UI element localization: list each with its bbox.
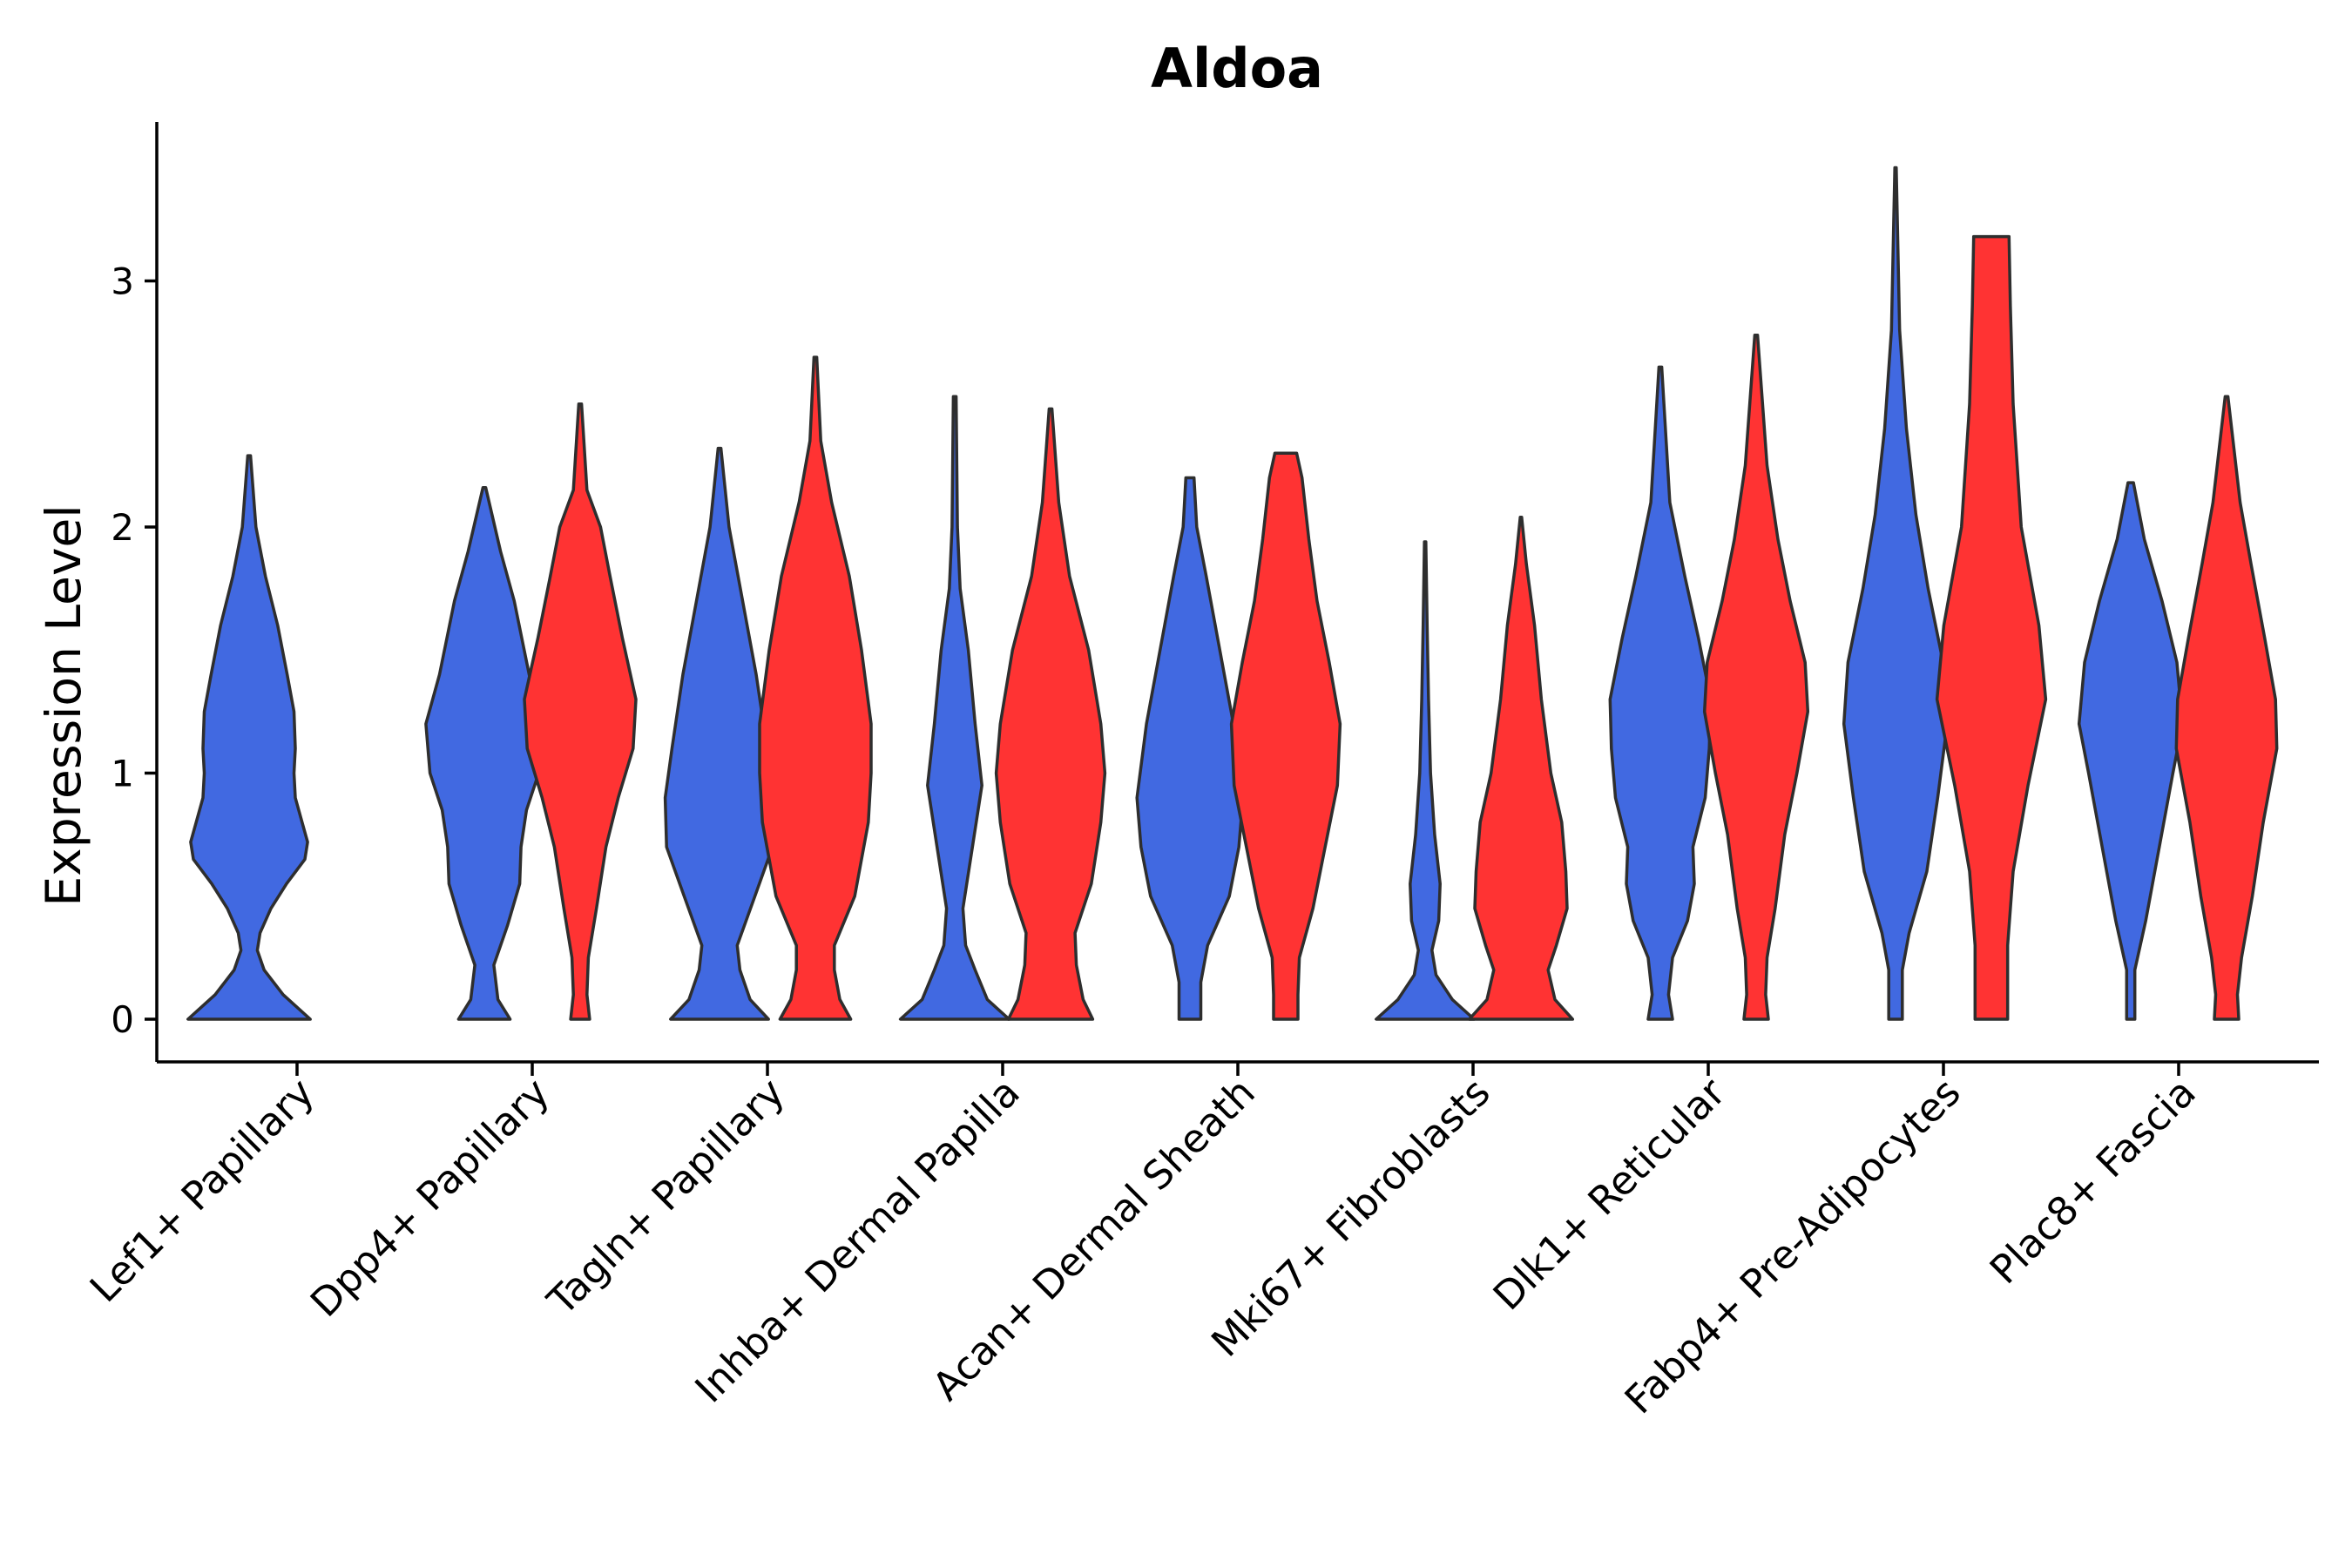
violin-dpp4-papillary-red <box>523 402 638 1021</box>
y-tick-label: 3 <box>111 260 134 303</box>
violin-dlk1-reticular-blue <box>1608 365 1713 1021</box>
violin-acan-dermal-sheath-blue <box>1135 476 1245 1021</box>
violin-mki67-fibroblasts-blue <box>1375 540 1476 1021</box>
violins-layer <box>186 166 2279 1021</box>
violin-lef1-papillary-blue <box>186 454 312 1021</box>
chart-title: Aldoa <box>1151 37 1323 100</box>
violin-fabp4-pre-adipocytes-red <box>1935 234 2048 1021</box>
violin-mki67-fibroblasts-red <box>1467 515 1575 1021</box>
violin-plac8-fascia-red <box>2174 395 2279 1021</box>
violin-inhba-dermal-papilla-blue <box>898 395 1011 1021</box>
y-tick-label: 0 <box>111 998 134 1041</box>
x-tick-label-dlk1-reticular: Dlk1+ Reticular <box>1484 1069 1734 1319</box>
violin-dpp4-papillary-blue <box>424 486 544 1021</box>
violin-acan-dermal-sheath-red <box>1229 451 1342 1021</box>
violin-tagln-papillary-red <box>758 355 873 1021</box>
x-tick-label-dpp4-papillary: Dpp4+ Papillary <box>301 1069 558 1326</box>
y-ticks: 0 1 2 3 <box>111 260 157 1041</box>
violin-fabp4-pre-adipocytes-blue <box>1842 166 1950 1021</box>
y-tick-label: 2 <box>111 506 134 549</box>
y-tick-label: 1 <box>111 753 134 795</box>
x-tick-label-plac8-fascia: Plac8+ Fascia <box>1981 1069 2205 1293</box>
violin-plac8-fascia-blue <box>2077 481 2185 1021</box>
x-tick-label-tagln-papillary: Tagln+ Papillary <box>538 1069 794 1324</box>
violin-tagln-papillary-blue <box>663 446 776 1021</box>
violin-inhba-dermal-papilla-red <box>994 407 1107 1021</box>
y-axis-label: Expression Level <box>36 504 91 906</box>
x-tick-label-lef1-papillary: Lef1+ Papillary <box>81 1069 323 1311</box>
violin-dlk1-reticular-red <box>1702 333 1810 1021</box>
